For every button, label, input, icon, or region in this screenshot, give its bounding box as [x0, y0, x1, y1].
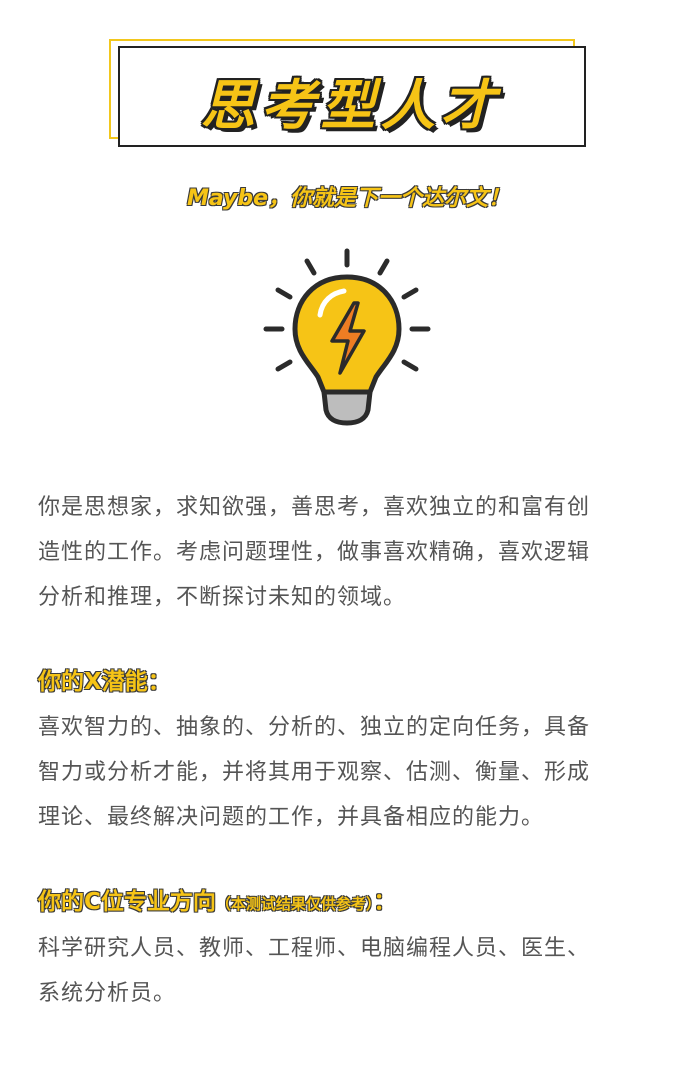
- potential-line-3: 理论、最终解决问题的工作，并具备相应的能力。: [38, 805, 545, 830]
- page-title: 思考型人才: [201, 74, 501, 137]
- potential-heading: 你的X潜能：: [38, 669, 171, 695]
- careers-heading: 你的C位专业方向（本测试结果仅供参考）：: [38, 882, 396, 916]
- potential-line-1: 喜欢智力的、抽象的、分析的、独立的定向任务，具备: [38, 715, 591, 740]
- potential-line-2: 智力或分析才能，并将其用于观察、估测、衡量、形成: [38, 760, 591, 785]
- intro-paragraph: 你是思想家，求知欲强，善思考，喜欢独立的和富有创 造性的工作。考虑问题理性，做事…: [38, 485, 668, 620]
- lightbulb-lightning-icon: [263, 248, 431, 426]
- careers-note: （本测试结果仅供参考）: [215, 895, 374, 913]
- careers-paragraph: 科学研究人员、教师、工程师、电脑编程人员、医生、 系统分析员。: [38, 926, 668, 1016]
- title-banner: 思考型人才: [109, 39, 586, 147]
- potential-paragraph: 喜欢智力的、抽象的、分析的、独立的定向任务，具备 智力或分析才能，并将其用于观察…: [38, 705, 668, 840]
- careers-line-2: 系统分析员。: [38, 981, 177, 1006]
- subtitle: Maybe，你就是下一个达尔文！: [186, 186, 511, 211]
- title-frame-dark: [118, 46, 586, 147]
- intro-line-2: 造性的工作。考虑问题理性，做事喜欢精确，喜欢逻辑: [38, 540, 591, 565]
- careers-colon: ：: [373, 889, 397, 915]
- intro-line-1: 你是思想家，求知欲强，善思考，喜欢独立的和富有创: [38, 495, 591, 520]
- careers-heading-text: 你的C位专业方向: [38, 889, 216, 915]
- careers-line-1: 科学研究人员、教师、工程师、电脑编程人员、医生、: [38, 936, 591, 961]
- intro-line-3: 分析和推理，不断探讨未知的领域。: [38, 585, 407, 610]
